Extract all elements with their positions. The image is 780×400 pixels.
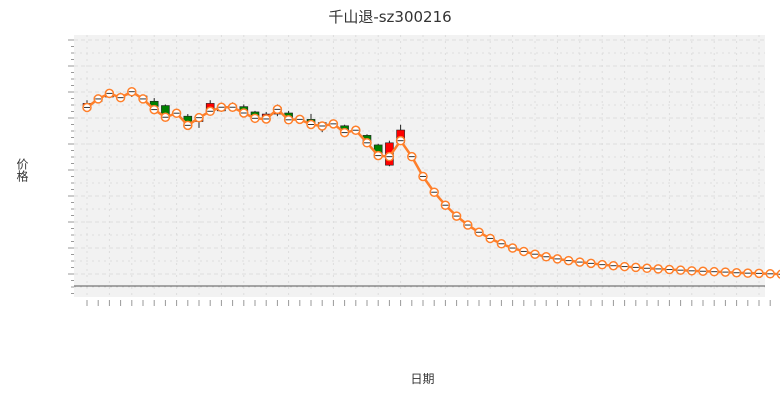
line-point bbox=[530, 249, 540, 259]
line-point bbox=[82, 102, 92, 113]
series-line bbox=[86, 90, 780, 276]
line-point bbox=[463, 220, 473, 230]
line-point bbox=[138, 94, 148, 104]
line-point bbox=[720, 267, 731, 277]
line-point bbox=[429, 187, 439, 197]
line-point bbox=[261, 114, 271, 124]
line-point bbox=[194, 112, 204, 123]
line-point bbox=[104, 88, 115, 99]
line-point bbox=[687, 266, 697, 276]
line-point bbox=[283, 115, 294, 125]
line-point bbox=[664, 264, 675, 275]
line-point bbox=[597, 259, 607, 270]
line-point bbox=[519, 246, 529, 257]
line-point bbox=[776, 269, 780, 279]
plot-area bbox=[74, 35, 765, 297]
line-point bbox=[205, 106, 215, 117]
line-point bbox=[552, 254, 563, 264]
line-point bbox=[709, 266, 719, 277]
line-point bbox=[227, 102, 238, 112]
line-point bbox=[351, 125, 361, 135]
line-point bbox=[608, 260, 619, 271]
line-point bbox=[575, 257, 585, 267]
chart-title: 千山退-sz300216 bbox=[328, 8, 452, 26]
line-point bbox=[149, 104, 159, 115]
line-series bbox=[82, 86, 780, 279]
line-point bbox=[586, 258, 596, 269]
line-point bbox=[216, 102, 227, 112]
line-point bbox=[328, 119, 339, 129]
line-point bbox=[743, 268, 753, 278]
line-point bbox=[306, 119, 316, 130]
line-point bbox=[631, 262, 641, 273]
line-point bbox=[507, 243, 518, 253]
line-point bbox=[395, 135, 406, 146]
line-point bbox=[407, 151, 417, 162]
line-point bbox=[239, 108, 249, 118]
line-point bbox=[541, 252, 551, 262]
line-point bbox=[127, 86, 137, 97]
line-point bbox=[373, 150, 383, 161]
line-point bbox=[93, 94, 103, 104]
line-point bbox=[675, 265, 686, 275]
line-point bbox=[115, 92, 126, 103]
line-point bbox=[295, 114, 305, 125]
y-axis-label: 价格 bbox=[15, 158, 29, 182]
x-axis-label: 日期 bbox=[410, 372, 435, 386]
line-point bbox=[563, 255, 574, 266]
line-point bbox=[754, 268, 764, 279]
line-point bbox=[183, 120, 193, 131]
line-point bbox=[619, 261, 630, 272]
line-point bbox=[731, 267, 742, 278]
line-point bbox=[317, 121, 327, 131]
line-point bbox=[339, 127, 350, 138]
line-point bbox=[418, 171, 428, 182]
grid-lines bbox=[74, 35, 765, 297]
line-point bbox=[698, 266, 708, 276]
line-point bbox=[440, 200, 451, 210]
line-point bbox=[642, 263, 652, 274]
line-point bbox=[384, 151, 395, 162]
line-point bbox=[765, 269, 775, 279]
line-point bbox=[653, 264, 663, 274]
line-point bbox=[272, 104, 283, 115]
line-point bbox=[250, 113, 260, 124]
line-point bbox=[485, 233, 495, 244]
line-point bbox=[160, 112, 171, 122]
line-point bbox=[171, 108, 182, 118]
line-point bbox=[362, 138, 372, 148]
axis-ticks bbox=[68, 39, 771, 306]
line-point bbox=[451, 211, 462, 221]
line-point bbox=[496, 239, 507, 249]
line-point bbox=[474, 227, 484, 238]
